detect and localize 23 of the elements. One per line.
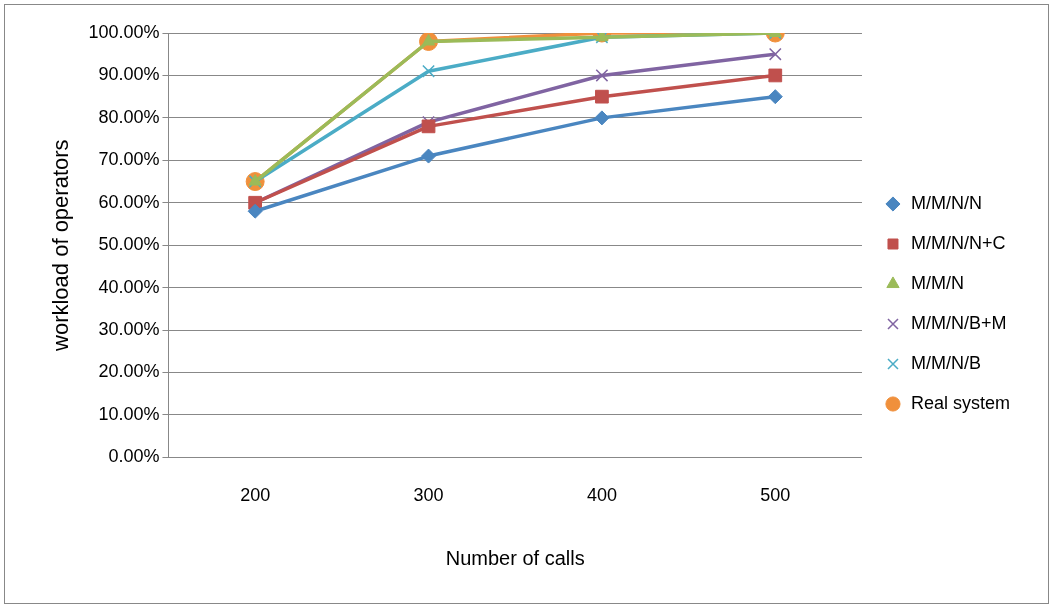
x-tick-label: 200 xyxy=(240,485,271,506)
legend-label: M/M/N/N xyxy=(910,192,982,213)
y-tick-label: 40.00% xyxy=(98,276,160,297)
y-tick-label: 70.00% xyxy=(98,149,160,170)
y-tick-label: 10.00% xyxy=(98,403,160,424)
y-tick-label: 30.00% xyxy=(98,319,160,340)
x-tick-label: 400 xyxy=(586,485,617,506)
x-tick-label: 300 xyxy=(413,485,444,506)
legend-label: M/M/N/B xyxy=(910,352,981,373)
y-tick-label: 20.00% xyxy=(98,361,160,382)
y-tick-label: 100.00% xyxy=(88,21,160,42)
legend-label: M/M/N xyxy=(910,272,964,293)
x-tick-label: 500 xyxy=(760,485,791,506)
y-tick-label: 0.00% xyxy=(108,446,160,467)
legend-label: Real system xyxy=(910,392,1010,413)
y-tick-label: 50.00% xyxy=(98,234,160,255)
y-tick-label: 80.00% xyxy=(98,106,160,127)
x-axis-title: Number of calls xyxy=(445,546,585,569)
y-tick-label: 60.00% xyxy=(98,191,160,212)
y-axis-title: workload of operators xyxy=(48,139,74,352)
legend-label: M/M/N/N+C xyxy=(910,232,1006,253)
y-tick-label: 90.00% xyxy=(98,64,160,85)
legend-label: M/M/N/B+M xyxy=(910,312,1007,333)
